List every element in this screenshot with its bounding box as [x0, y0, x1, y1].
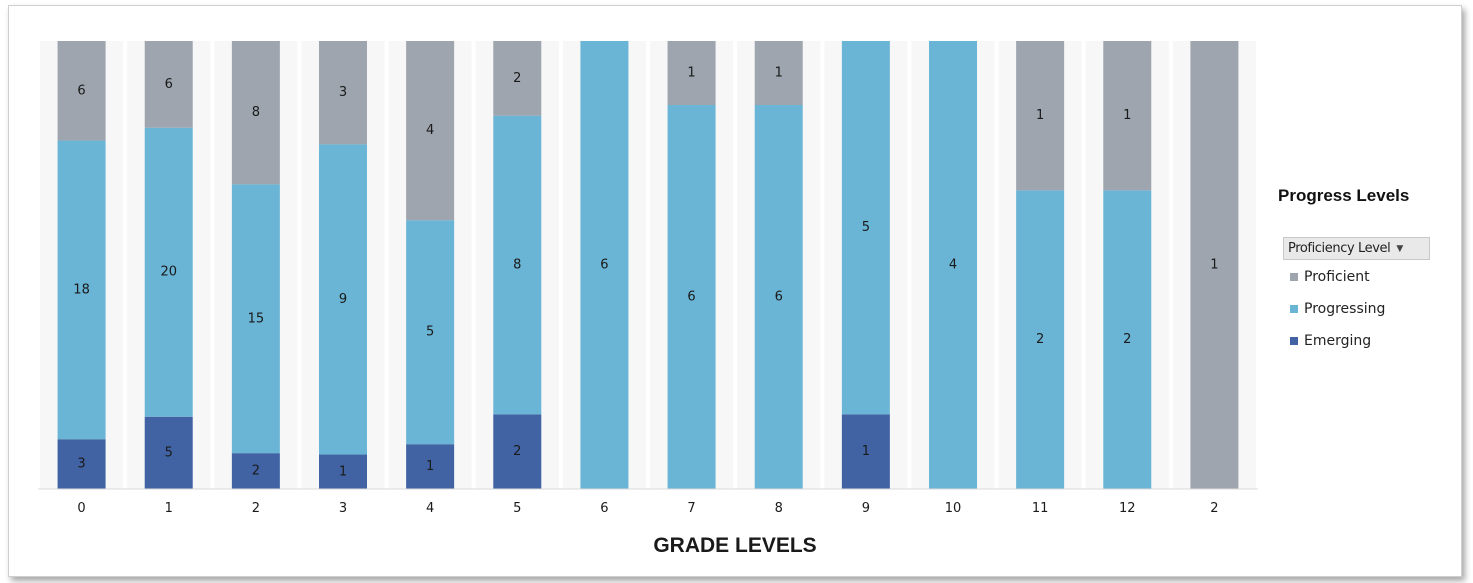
data-label: 20: [160, 265, 177, 280]
bar-segment-emerging[interactable]: [57, 439, 106, 489]
bar-segment-progressing[interactable]: [57, 140, 106, 440]
data-label: 1: [687, 66, 695, 81]
data-label: 3: [77, 457, 85, 472]
x-tick-label: 9: [862, 501, 870, 516]
x-tick-label: 7: [687, 501, 695, 516]
data-label: 8: [513, 258, 521, 273]
x-axis-title: GRADE LEVELS: [653, 534, 816, 557]
bar-segment-proficient[interactable]: [231, 41, 280, 185]
x-tick-label: 10: [945, 501, 962, 516]
legend-label: Progressing: [1304, 301, 1386, 317]
data-label: 1: [1123, 108, 1131, 123]
data-label: 1: [1036, 108, 1044, 123]
bar-segment-emerging[interactable]: [406, 444, 455, 489]
data-label: 4: [949, 258, 957, 273]
bar-segment-progressing[interactable]: [319, 144, 367, 455]
data-label: 5: [862, 220, 870, 235]
bar-segment-progressing[interactable]: [667, 105, 716, 489]
data-label: 5: [426, 325, 434, 340]
bar-segment-progressing[interactable]: [493, 115, 542, 415]
x-tick-label: 1: [165, 501, 173, 516]
legend-title: Progress Levels: [1278, 186, 1410, 205]
data-label: 4: [426, 123, 434, 138]
bar-segment-progressing[interactable]: [231, 184, 280, 454]
data-label: 2: [1123, 332, 1131, 347]
x-tick-label: 2: [252, 501, 260, 516]
legend-item-proficient[interactable]: Proficient: [1290, 269, 1370, 285]
bar-segment-progressing[interactable]: [580, 41, 629, 489]
data-label: 6: [687, 290, 695, 305]
data-label: 1: [1210, 258, 1218, 273]
bar-segment-proficient[interactable]: [493, 41, 542, 116]
data-label: 9: [339, 292, 347, 307]
data-label: 8: [252, 105, 260, 120]
bar-segment-proficient[interactable]: [667, 41, 716, 105]
x-tick-label: 11: [1032, 501, 1049, 516]
proficiency-level-filter-button[interactable]: Proficiency Level ▼: [1283, 237, 1430, 260]
data-label: 18: [73, 282, 90, 297]
dropdown-arrow-icon: ▼: [1396, 243, 1403, 254]
x-tick-label: 2: [1210, 501, 1218, 516]
data-label: 1: [339, 464, 347, 479]
filter-label: Proficiency Level: [1288, 241, 1391, 256]
bar-segment-progressing[interactable]: [1016, 190, 1065, 490]
data-label: 1: [862, 444, 870, 459]
legend-swatch: [1290, 273, 1298, 281]
x-tick-labels: 0 1 2 3 4 5 6 7 8 9 10 11 12 2: [77, 501, 1218, 516]
bar-segment-progressing[interactable]: [1103, 190, 1152, 490]
x-tick-label: 6: [600, 501, 608, 516]
bar-segment-proficient[interactable]: [1103, 41, 1152, 191]
bar-segment-proficient[interactable]: [144, 41, 193, 128]
x-tick-label: 5: [513, 501, 521, 516]
data-label: 1: [426, 459, 434, 474]
bar-segment-emerging[interactable]: [841, 414, 890, 489]
bar-segment-proficient[interactable]: [754, 41, 803, 105]
data-label: 15: [248, 311, 265, 326]
data-label: 2: [1036, 332, 1044, 347]
bar-segment-progressing[interactable]: [406, 220, 455, 445]
column-bands: [40, 41, 1256, 489]
bar-segment-proficient[interactable]: [1190, 41, 1239, 489]
bar-segment-proficient[interactable]: [319, 41, 367, 145]
data-label: 3: [339, 85, 347, 100]
bar-segment-progressing[interactable]: [929, 41, 977, 489]
data-label: 1: [775, 66, 783, 81]
x-tick-label: 0: [77, 501, 85, 516]
data-label: 2: [513, 71, 521, 86]
legend-swatch: [1290, 337, 1298, 345]
bar-segment-emerging[interactable]: [319, 454, 367, 489]
data-label: 6: [600, 258, 608, 273]
bar-segment-progressing[interactable]: [144, 127, 193, 417]
x-tick-label: 8: [775, 501, 783, 516]
data-label: 6: [77, 83, 85, 98]
legend-item-progressing[interactable]: Progressing: [1290, 301, 1385, 317]
legend-item-emerging[interactable]: Emerging: [1290, 333, 1371, 349]
legend-swatch: [1290, 305, 1298, 313]
data-label: 5: [165, 445, 173, 460]
data-label: 2: [513, 444, 521, 459]
x-tick-label: 3: [339, 501, 347, 516]
bar-segment-progressing[interactable]: [841, 41, 890, 415]
x-tick-label: 12: [1119, 501, 1136, 516]
bar-segment-progressing[interactable]: [754, 105, 803, 489]
bar-segment-proficient[interactable]: [406, 41, 455, 221]
legend-label: Emerging: [1304, 333, 1372, 349]
bar-segment-proficient[interactable]: [57, 41, 106, 141]
bar-segment-proficient[interactable]: [1016, 41, 1065, 191]
legend-label: Proficient: [1304, 269, 1370, 285]
data-label: 2: [252, 464, 260, 479]
x-tick-label: 4: [426, 501, 434, 516]
data-label: 6: [165, 77, 173, 92]
bar-segment-emerging[interactable]: [493, 414, 542, 489]
bar-segment-emerging[interactable]: [144, 416, 193, 489]
data-label: 6: [775, 290, 783, 305]
bar-segment-emerging[interactable]: [231, 453, 280, 489]
